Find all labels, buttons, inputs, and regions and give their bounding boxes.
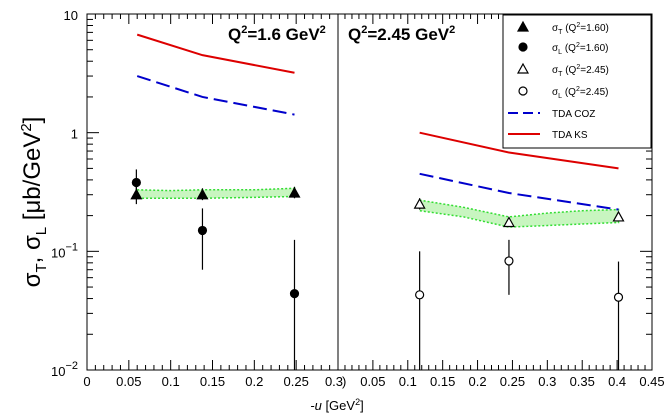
y-tick-label: 1 bbox=[71, 127, 78, 142]
legend-label: TDA COZ bbox=[552, 109, 595, 120]
x-tick-label: 0.05 bbox=[360, 374, 385, 389]
data-point bbox=[504, 256, 514, 266]
systematic-band bbox=[418, 199, 620, 228]
data-point bbox=[131, 177, 141, 188]
x-tick-label: 0.1 bbox=[399, 374, 417, 389]
data-point bbox=[415, 290, 425, 300]
data-point bbox=[289, 289, 300, 299]
legend-label: σL (Q2=2.45) bbox=[552, 86, 609, 100]
x-tick-label: 0.2 bbox=[245, 374, 263, 389]
panel-title: Q2=2.45 GeV2 bbox=[348, 24, 455, 44]
legend-box bbox=[502, 14, 652, 149]
y-tick-labels: 10−2 10−1 1 10 bbox=[51, 8, 78, 379]
series-open-triangle bbox=[413, 197, 625, 228]
legend-marker bbox=[518, 86, 528, 96]
legend-marker bbox=[516, 20, 530, 32]
y-tick-label: 10−1 bbox=[51, 241, 78, 260]
x-tick-label: 0.05 bbox=[116, 374, 141, 389]
plot-frame bbox=[86, 13, 653, 371]
legend-label: σT (Q2=1.60) bbox=[552, 22, 609, 36]
legend-marker bbox=[518, 42, 528, 52]
data-point bbox=[613, 292, 624, 302]
y-tick-label: 10 bbox=[64, 8, 78, 23]
tda-ks-curve bbox=[136, 33, 295, 74]
data-point bbox=[288, 186, 301, 198]
legend-label: σT (Q2=2.45) bbox=[552, 64, 609, 78]
legend-label: TDA KS bbox=[552, 130, 588, 141]
series-open-circle bbox=[415, 239, 624, 370]
x-tick-label: 0.25 bbox=[500, 374, 525, 389]
x-tick-label: 0.2 bbox=[469, 374, 487, 389]
x-tick-label: 0.15 bbox=[200, 374, 225, 389]
x-tick-label: 0.45 bbox=[639, 374, 664, 389]
series-filled-circle bbox=[131, 169, 300, 370]
x-tick-label: ) bbox=[342, 374, 346, 389]
x-tick-label: 0 bbox=[83, 374, 90, 389]
data-point bbox=[196, 188, 209, 200]
x-tick-label: 0.3 bbox=[538, 374, 556, 389]
panel-2: ) 0.05 0.1 0.15 0.2 0.25 0.3 0.35 0.4 0.45 Q2=2.45… bbox=[337, 14, 665, 389]
tda-ks-curve bbox=[419, 131, 619, 170]
x-tick-label: 0.3 bbox=[325, 374, 343, 389]
x-tick-label: 0.15 bbox=[430, 374, 455, 389]
x-tick-label: 0.4 bbox=[608, 374, 626, 389]
x-tick-labels: 0 0.05 0.1 0.15 0.2 0.25 0.3 bbox=[83, 374, 343, 389]
y-tick-label: 10−2 bbox=[51, 360, 78, 379]
tda-coz-curve bbox=[419, 172, 619, 211]
data-point bbox=[413, 197, 426, 209]
legend-marker bbox=[516, 62, 530, 74]
systematic-band bbox=[136, 187, 296, 200]
data-point bbox=[612, 210, 625, 222]
legend: σT (Q2=1.60) σL (Q2=1.60) σT (Q2=2.45) σL (… bbox=[502, 14, 652, 149]
x-tick-label: 0.25 bbox=[284, 374, 309, 389]
x-tick-label: 0.1 bbox=[162, 374, 180, 389]
data-point bbox=[502, 216, 515, 228]
panel-1: 0 0.05 0.1 0.15 0.2 0.25 0.3 Q2=1.6 GeV2 bbox=[83, 14, 343, 389]
x-tick-label: 0.35 bbox=[570, 374, 595, 389]
x-axis-title: -u [GeV2] bbox=[310, 397, 363, 413]
x-tick-labels: ) 0.05 0.1 0.15 0.2 0.25 0.3 0.35 0.4 0.45 bbox=[342, 374, 665, 389]
legend-label: σL (Q2=1.60) bbox=[552, 42, 609, 56]
data-point bbox=[197, 225, 208, 236]
panel-title: Q2=1.6 GeV2 bbox=[228, 24, 326, 44]
tda-coz-curve bbox=[136, 75, 295, 116]
y-axis-title: σT, σL [μb/GeV2] bbox=[18, 117, 50, 288]
